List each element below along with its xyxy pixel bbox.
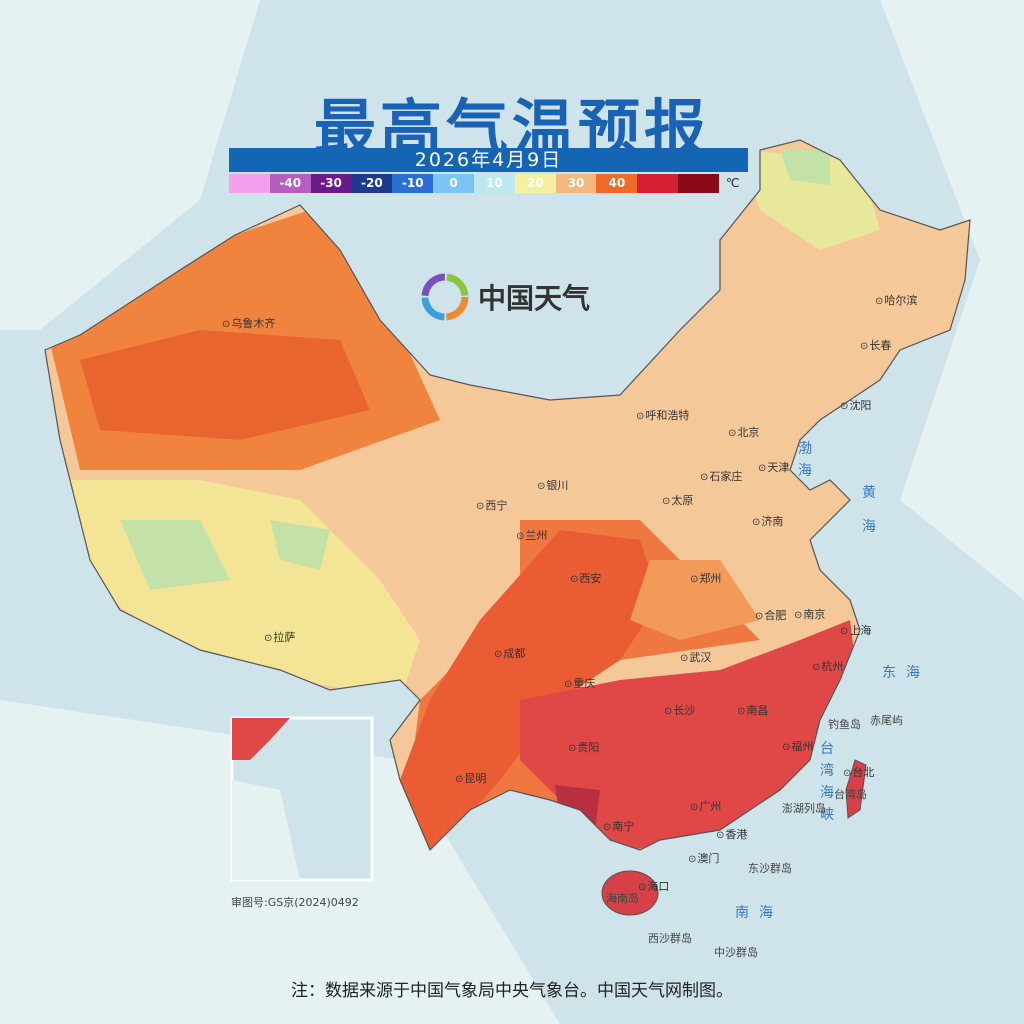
city-label: 贵阳 <box>568 739 599 755</box>
city-label: 长春 <box>860 337 891 353</box>
city-label: 石家庄 <box>700 468 742 484</box>
island-label: 西沙群岛 <box>648 932 692 945</box>
city-label: 拉萨 <box>264 629 295 645</box>
city-label: 福州 <box>782 738 813 754</box>
brand-logo: 中国天气 <box>420 272 590 322</box>
legend-swatch <box>678 174 719 193</box>
source-note: 注：数据来源于中国气象局中央气象台。中国天气网制图。 <box>291 981 733 1001</box>
city-label: 广州 <box>690 798 721 814</box>
city-label: 天津 <box>758 459 789 475</box>
sea-label: 南海 <box>735 905 783 921</box>
sea-label: 东海 <box>882 665 930 681</box>
city-label: 北京 <box>728 424 759 440</box>
city-label: 南昌 <box>737 702 768 718</box>
city-label: 银川 <box>537 477 568 493</box>
island-label: 赤尾屿 <box>870 714 903 727</box>
island-label: 澎湖列岛 <box>782 802 826 815</box>
city-label: 西安 <box>570 570 601 586</box>
city-label: 南宁 <box>603 818 634 834</box>
legend-swatch: 40 <box>596 174 638 193</box>
island-label: 中沙群岛 <box>714 946 758 959</box>
sea-label: 黄海 <box>862 485 876 535</box>
island-label: 东沙群岛 <box>748 862 792 875</box>
city-label: 澳门 <box>688 850 719 866</box>
legend-swatch: 30 <box>555 174 597 193</box>
city-label: 兰州 <box>516 527 547 543</box>
legend-swatch: 20 <box>514 174 556 193</box>
city-label: 武汉 <box>680 649 711 665</box>
city-label: 杭州 <box>812 658 843 674</box>
legend-swatch: -10 <box>392 174 434 193</box>
brand-swirl-icon <box>421 273 469 321</box>
city-label: 呼和浩特 <box>636 407 689 423</box>
city-label: 上海 <box>840 622 871 638</box>
legend-swatch: -40 <box>269 174 311 193</box>
legend-unit: ℃ <box>726 176 740 190</box>
brand-name: 中国天气 <box>478 282 591 315</box>
city-label: 合肥 <box>755 607 786 623</box>
color-legend: -40 -30 -20 -10 0 10 20 30 40 <box>229 174 719 193</box>
city-label: 成都 <box>494 645 525 661</box>
city-label: 昆明 <box>455 770 486 786</box>
land-background <box>0 0 1024 600</box>
city-label: 太原 <box>662 492 693 508</box>
city-label: 沈阳 <box>840 397 871 413</box>
legend-swatch <box>229 174 270 193</box>
island-label: 钓鱼岛 <box>828 718 861 731</box>
city-label: 重庆 <box>564 675 595 691</box>
forecast-date: 2026年4月9日 <box>229 148 748 172</box>
city-label: 济南 <box>752 513 783 529</box>
city-label: 香港 <box>716 826 747 842</box>
city-label: 海口 <box>638 878 669 894</box>
legend-swatch: -30 <box>310 174 352 193</box>
map-review-number: 审图号:GS京(2024)0492 <box>231 896 359 909</box>
city-label: 西宁 <box>476 497 507 513</box>
legend-swatch: -20 <box>351 174 393 193</box>
city-label: 哈尔滨 <box>875 292 917 308</box>
sea-label: 渤海 <box>798 441 812 479</box>
city-label: 长沙 <box>664 702 695 718</box>
island-label: 台湾岛 <box>834 788 867 801</box>
city-label: 乌鲁木齐 <box>222 315 275 331</box>
legend-swatch: 0 <box>433 174 474 193</box>
island-label: 海南岛 <box>606 892 639 905</box>
legend-swatch <box>637 174 679 193</box>
city-label: 台北 <box>843 764 874 780</box>
legend-swatch: 10 <box>473 174 515 193</box>
city-label: 南京 <box>794 606 825 622</box>
sea-label: 台湾海峡 <box>820 741 834 823</box>
city-label: 郑州 <box>690 570 721 586</box>
